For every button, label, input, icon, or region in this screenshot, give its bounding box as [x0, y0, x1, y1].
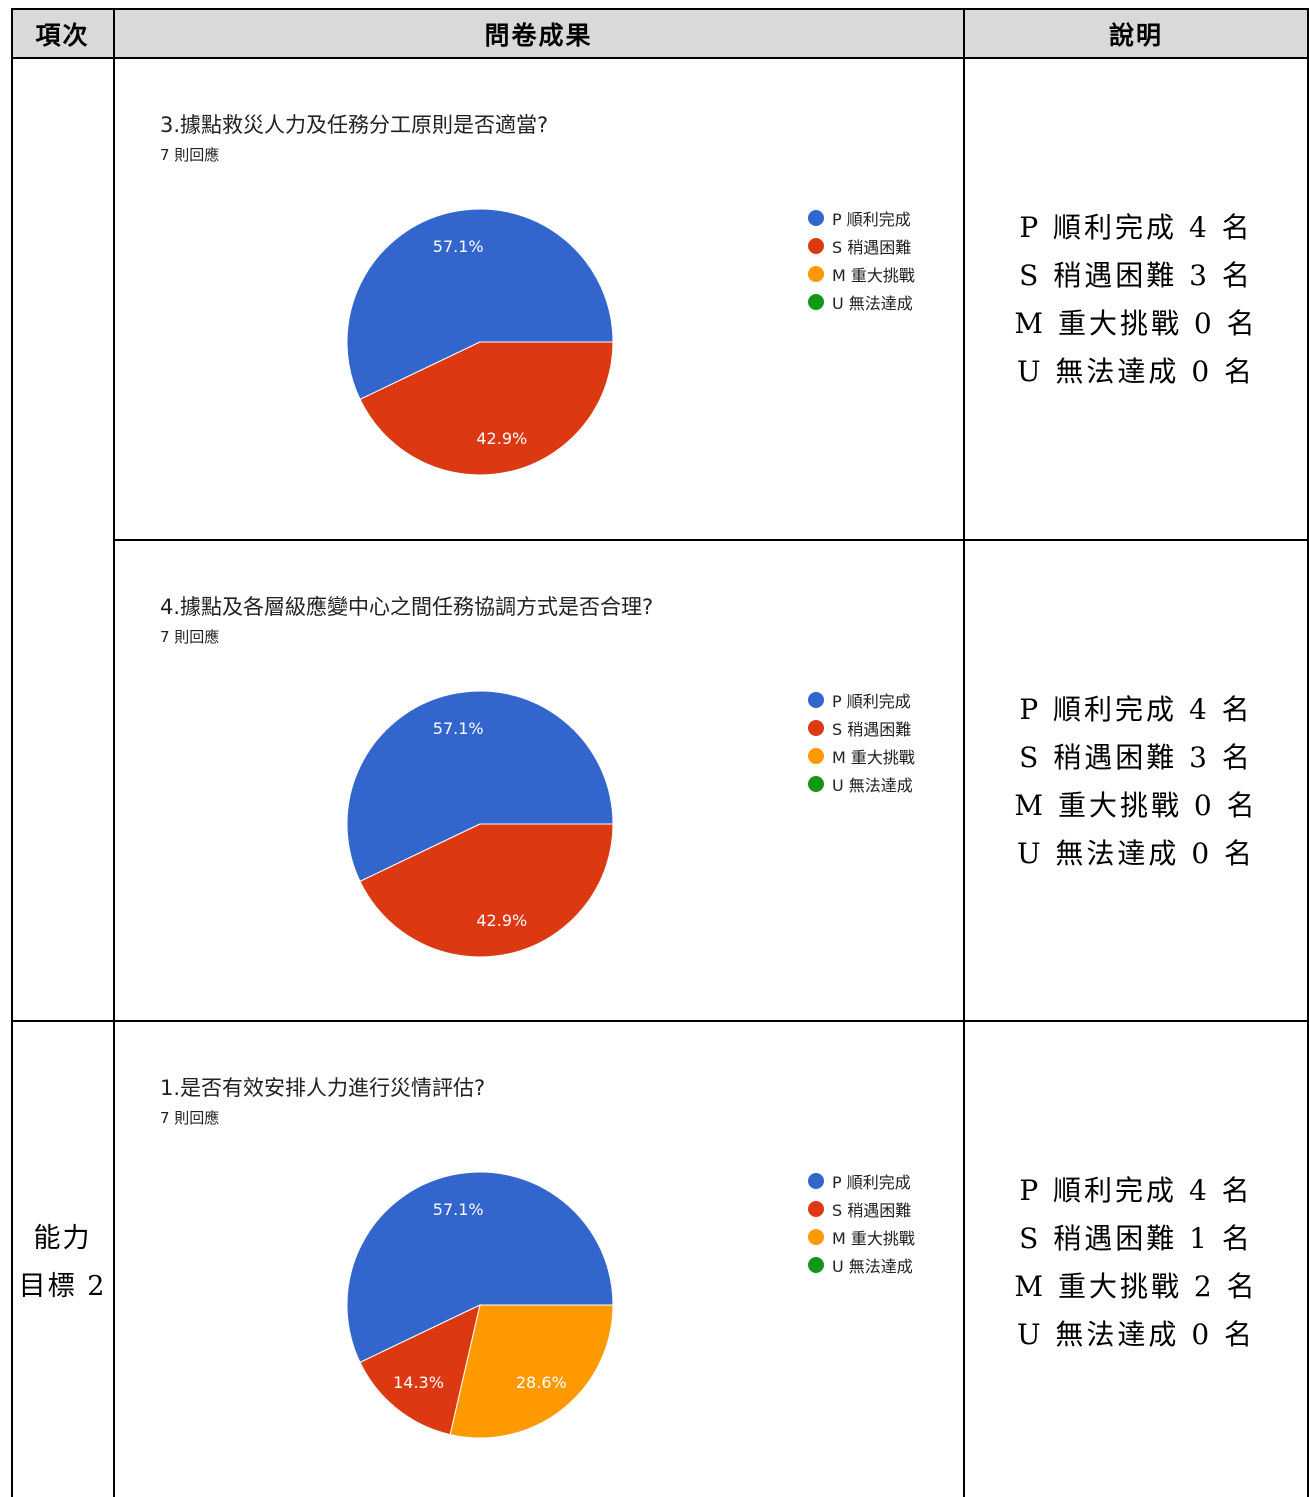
pie-slice: [346, 208, 614, 401]
description-line: P 順利完成 4 名: [1019, 693, 1253, 726]
legend-label: P 順利完成: [832, 1173, 911, 1192]
legend-label: U 無法達成: [832, 294, 913, 313]
legend-item: M 重大挑戰: [808, 742, 958, 770]
legend-item: P 順利完成: [808, 204, 958, 232]
legend-item: P 順利完成: [808, 1167, 958, 1195]
description-line: M 重大挑戰 0 名: [1014, 789, 1258, 822]
legend-label: S 稍遇困難: [832, 720, 912, 739]
legend-item: S 稍遇困難: [808, 1195, 958, 1223]
description-line: U 無法達成 0 名: [1016, 1318, 1256, 1351]
legend-label: S 稍遇困難: [832, 238, 912, 257]
pie-chart: 57.1% 14.3% 28.6%: [346, 1171, 614, 1439]
legend-dot-icon: [808, 748, 824, 764]
item-label: 能力目標 2: [12, 1215, 113, 1311]
pie-slice: [359, 341, 614, 476]
pie-data-label: 42.9%: [476, 911, 527, 930]
legend-item: P 順利完成: [808, 686, 958, 714]
legend-label: P 順利完成: [832, 692, 911, 711]
response-count: 7 則回應: [160, 146, 220, 164]
header-description-column: 說明: [965, 9, 1307, 58]
pie-data-label: 57.1%: [433, 719, 484, 738]
question-title: 1.是否有效安排人力進行災情評估?: [160, 1076, 486, 1100]
pie-chart: 57.1% 42.9%: [346, 208, 614, 476]
chart-legend: P 順利完成 S 稍遇困難 M 重大挑戰 U 無法達成: [808, 204, 958, 316]
pie-data-label: 42.9%: [476, 429, 527, 448]
description-line: S 稍遇困難 3 名: [1019, 259, 1253, 292]
legend-item: U 無法達成: [808, 770, 958, 798]
header-item-column: 項次: [12, 9, 113, 58]
description-line: U 無法達成 0 名: [1016, 355, 1256, 388]
legend-dot-icon: [808, 238, 824, 254]
legend-label: M 重大挑戰: [832, 1229, 915, 1248]
legend-dot-icon: [808, 1173, 824, 1189]
legend-dot-icon: [808, 692, 824, 708]
description-line: M 重大挑戰 2 名: [1014, 1270, 1258, 1303]
chart-legend: P 順利完成 S 稍遇困難 M 重大挑戰 U 無法達成: [808, 1167, 958, 1279]
legend-dot-icon: [808, 294, 824, 310]
description-line: S 稍遇困難 1 名: [1019, 1222, 1253, 1255]
result-description: P 順利完成 4 名 S 稍遇困難 3 名 M 重大挑戰 0 名 U 無法達成 0 名: [964, 204, 1308, 396]
description-line: P 順利完成 4 名: [1019, 211, 1253, 244]
pie-data-label: 57.1%: [433, 237, 484, 256]
pie-slice: [359, 823, 614, 958]
legend-label: S 稍遇困難: [832, 1201, 912, 1220]
legend-dot-icon: [808, 1257, 824, 1273]
legend-dot-icon: [808, 266, 824, 282]
legend-dot-icon: [808, 210, 824, 226]
item-label-line: 能力: [33, 1223, 92, 1254]
pie-slice: [359, 1304, 481, 1436]
description-line: P 順利完成 4 名: [1019, 1174, 1253, 1207]
legend-item: S 稍遇困難: [808, 232, 958, 260]
response-count: 7 則回應: [160, 1109, 220, 1127]
chart-legend: P 順利完成 S 稍遇困難 M 重大挑戰 U 無法達成: [808, 686, 958, 798]
legend-item: U 無法達成: [808, 1251, 958, 1279]
pie-data-label: 14.3%: [393, 1373, 444, 1392]
description-line: M 重大挑戰 0 名: [1014, 307, 1258, 340]
legend-label: U 無法達成: [832, 776, 913, 795]
header-results-column: 問卷成果: [114, 9, 963, 58]
legend-item: S 稍遇困難: [808, 714, 958, 742]
legend-dot-icon: [808, 1201, 824, 1217]
pie-data-label: 57.1%: [433, 1200, 484, 1219]
description-line: S 稍遇困難 3 名: [1019, 741, 1253, 774]
pie-slice: [449, 1304, 614, 1439]
legend-dot-icon: [808, 776, 824, 792]
legend-label: M 重大挑戰: [832, 266, 915, 285]
legend-label: M 重大挑戰: [832, 748, 915, 767]
response-count: 7 則回應: [160, 628, 220, 646]
legend-label: U 無法達成: [832, 1257, 913, 1276]
legend-item: M 重大挑戰: [808, 1223, 958, 1251]
legend-label: P 順利完成: [832, 210, 911, 229]
legend-item: M 重大挑戰: [808, 260, 958, 288]
pie-data-label: 28.6%: [516, 1373, 567, 1392]
legend-dot-icon: [808, 1229, 824, 1245]
question-title: 3.據點救災人力及任務分工原則是否適當?: [160, 113, 549, 137]
result-description: P 順利完成 4 名 S 稍遇困難 1 名 M 重大挑戰 2 名 U 無法達成 0 名: [964, 1167, 1308, 1359]
pie-slice: [346, 690, 614, 883]
description-line: U 無法達成 0 名: [1016, 837, 1256, 870]
legend-item: U 無法達成: [808, 288, 958, 316]
question-title: 4.據點及各層級應變中心之間任務協調方式是否合理?: [160, 595, 654, 619]
pie-chart: 57.1% 42.9%: [346, 690, 614, 958]
item-label-line: 目標 2: [18, 1271, 107, 1302]
result-description: P 順利完成 4 名 S 稍遇困難 3 名 M 重大挑戰 0 名 U 無法達成 0 名: [964, 686, 1308, 878]
pie-slice: [346, 1171, 614, 1364]
legend-dot-icon: [808, 720, 824, 736]
